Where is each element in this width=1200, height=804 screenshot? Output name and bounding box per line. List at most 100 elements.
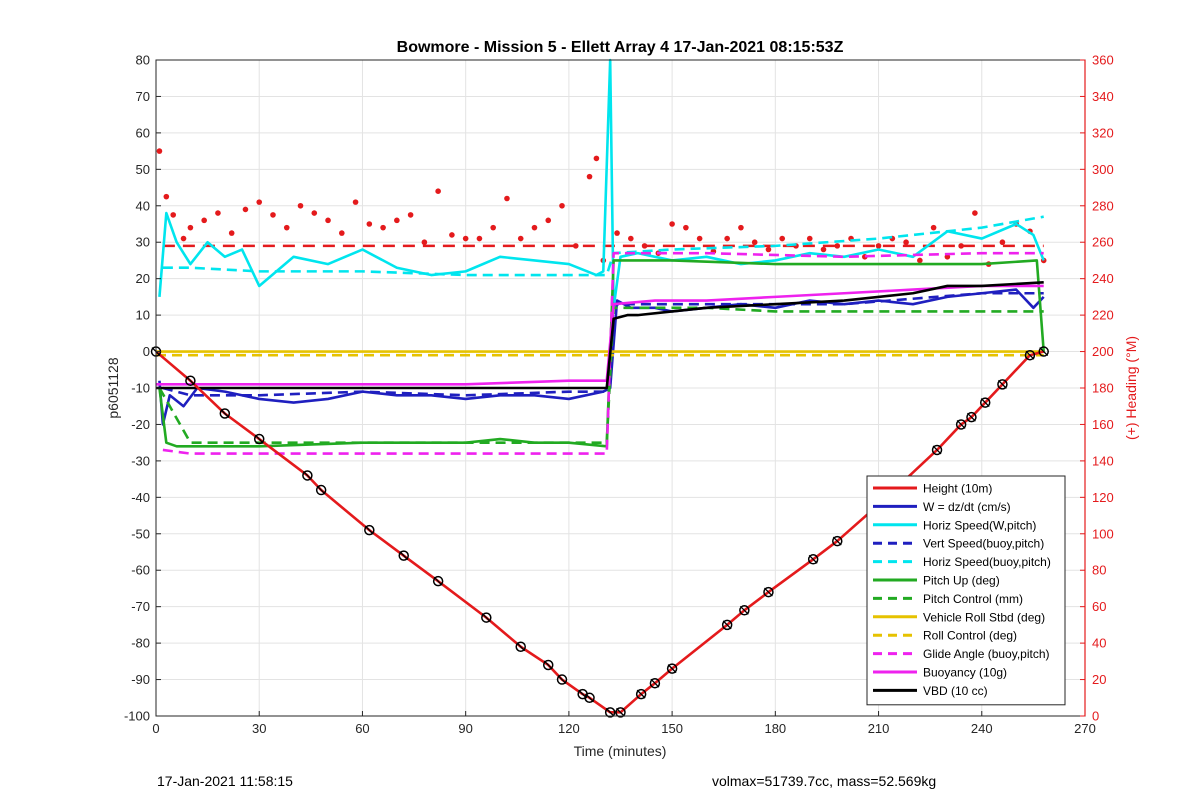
heading-point [156,148,163,154]
height-marker-cross [516,642,526,652]
heading-point [834,243,841,249]
y-right-tick-label: 360 [1092,53,1114,68]
height-marker [979,397,991,408]
height-marker [364,524,375,536]
series-line [158,58,1045,310]
y-right-tick-label: 80 [1092,563,1106,578]
heading-point [930,224,937,231]
height-marker-cross [667,664,677,674]
height-marker-cross [956,419,966,429]
heading-point [669,221,675,227]
heading-point [215,210,221,216]
height-marker [666,663,678,674]
height-marker-cross [1039,347,1049,357]
y-right-tick-label: 0 [1092,709,1099,724]
height-marker-cross [616,707,625,717]
y-left-tick-label: -50 [131,526,150,541]
y-left-tick-label: -60 [131,563,150,578]
y-left-tick-label: -70 [131,599,150,614]
legend-label: Horiz Speed(buoy,pitch) [923,555,1051,569]
heading-point [806,235,813,242]
heading-point [917,257,923,264]
height-marker-cross [650,678,660,688]
height-marker-cross [997,379,1007,389]
height-marker-cross [185,376,195,386]
heading-point [765,246,772,253]
height-marker-cross [254,434,264,444]
legend-label: Height (10m) [923,482,992,496]
y-axis-right-label: (+) Heading (°M) [1123,336,1139,440]
height-marker [302,470,313,481]
heading-point [586,173,593,180]
heading-point [476,235,483,242]
height-marker [807,554,819,565]
height-marker-cross [808,554,818,564]
x-tick-label: 270 [1074,721,1096,736]
height-marker [253,433,265,445]
legend-label: Horiz Speed(W,pitch) [923,518,1036,532]
height-marker [832,535,843,547]
height-marker [604,707,616,718]
heading-point [421,239,428,246]
height-marker-cross [932,445,942,455]
y-right-tick-label: 140 [1092,453,1114,468]
y-axis-left-label: p6051128 [105,357,121,418]
height-marker [1024,349,1036,361]
height-marker [1038,346,1049,357]
legend-label: W = dz/dt (cm/s) [923,500,1011,514]
legend-label: VBD (10 cc) [923,684,988,698]
heading-point [297,202,304,209]
heading-point [435,188,441,194]
y-left-tick-label: 70 [136,89,150,104]
series-line [158,306,1044,444]
series-line [156,284,1044,386]
height-marker [556,674,568,685]
axes: 0 30 60 90 120 150 180 210 240 270 80 70 60 50 40 30 20 1… [124,53,1114,737]
height-marker [481,612,492,623]
heading-point [559,202,565,209]
heading-point [999,239,1006,246]
y-right-tick-label: 20 [1092,672,1106,687]
x-tick-label: 60 [355,721,369,736]
heading-point [394,217,400,224]
x-tick-label: 90 [458,721,472,736]
series-line [162,215,1044,277]
x-tick-label: 180 [764,721,786,736]
heading-point [875,243,882,249]
y-left-tick-label: 20 [136,271,150,286]
y-left-tick-label: -100 [124,709,150,724]
height-marker-cross [832,536,842,546]
height-marker-cross [557,675,567,685]
heading-point [738,224,744,231]
height-marker-cross [433,576,443,586]
height-marker [219,408,231,419]
x-tick-label: 210 [868,721,890,736]
heading-point [696,235,703,242]
legend-label: Buoyancy (10g) [923,666,1007,680]
heading-point [163,193,170,200]
y-left-tick-label: -30 [131,453,150,468]
legend-label: Pitch Up (deg) [923,574,1000,588]
heading-point [490,224,496,231]
height-marker-cross [605,707,615,717]
height-marker-cross [220,409,230,418]
heading-point [531,224,538,231]
series-layer [155,58,1047,714]
x-tick-label: 120 [558,721,580,736]
y-right-tick-label: 40 [1092,636,1106,651]
y-right-tick-label: 300 [1092,162,1114,177]
heading-point [572,243,579,249]
heading-point [311,210,318,216]
height-marker-cross [585,693,594,703]
height-marker [931,444,943,456]
height-marker [542,659,554,671]
heading-point [545,217,552,224]
height-marker [584,692,595,704]
series-line [162,251,1044,455]
height-marker-cross [316,485,326,495]
footer-summary: volmax=51739.7cc, mass=52.569kg [712,773,937,789]
y-left-tick-label: -20 [131,417,150,432]
height-marker [649,677,661,689]
y-right-tick-label: 320 [1092,125,1114,140]
